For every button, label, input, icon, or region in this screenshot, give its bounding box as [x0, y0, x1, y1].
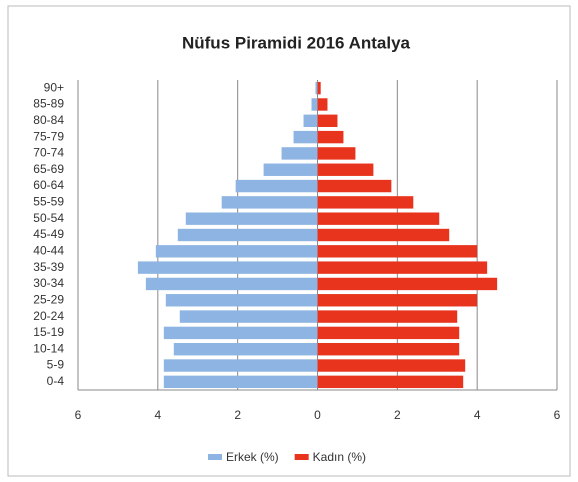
bar	[145, 277, 318, 291]
bar	[303, 114, 318, 127]
y-tick-label: 20-24	[33, 309, 64, 323]
x-tick-label: 6	[554, 408, 561, 422]
legend-swatch	[294, 454, 309, 460]
y-tick-label: 30-34	[33, 276, 64, 290]
bar	[293, 130, 318, 144]
bar	[317, 326, 460, 340]
y-tick-label: 60-64	[33, 178, 64, 192]
bar	[317, 359, 466, 372]
bar	[221, 196, 318, 209]
bar	[179, 310, 318, 323]
y-tick-label: 80-84	[33, 113, 64, 127]
bar	[317, 196, 414, 209]
bar	[317, 310, 458, 323]
legend-label: Kadın (%)	[313, 450, 366, 464]
bar	[165, 294, 318, 307]
x-tick-label: 4	[474, 408, 481, 422]
y-tick-label: 5-9	[47, 358, 65, 372]
x-tick-label: 6	[75, 408, 82, 422]
bar	[317, 81, 321, 95]
bar	[317, 130, 344, 144]
bar	[315, 81, 318, 95]
x-tick-label: 2	[234, 408, 241, 422]
bar	[311, 98, 318, 111]
y-tick-label: 90+	[44, 80, 64, 94]
x-tick-label: 4	[154, 408, 161, 422]
y-tick-label: 75-79	[33, 129, 64, 143]
bar	[317, 114, 338, 127]
bar	[317, 245, 478, 258]
legend-label: Erkek (%)	[226, 450, 279, 464]
bar	[317, 343, 460, 356]
bar	[317, 98, 328, 111]
y-tick-label: 70-74	[33, 146, 64, 160]
bar	[317, 228, 450, 242]
bar	[317, 294, 478, 307]
y-tick-label: 65-69	[33, 162, 64, 176]
bar	[163, 326, 318, 340]
y-tick-label: 50-54	[33, 211, 64, 225]
bar	[235, 179, 318, 193]
bar	[317, 179, 392, 193]
bar	[317, 147, 356, 160]
bar	[173, 343, 318, 356]
bar	[185, 212, 318, 225]
bar	[317, 375, 464, 389]
bar	[155, 245, 318, 258]
bar	[177, 228, 318, 242]
bar	[317, 261, 488, 274]
y-tick-label: 10-14	[33, 341, 64, 355]
bar	[317, 277, 498, 291]
y-tick-label: 35-39	[33, 260, 64, 274]
chart-title: Nüfus Piramidi 2016 Antalya	[182, 33, 411, 52]
x-tick-label: 2	[394, 408, 401, 422]
x-tick-label: 0	[314, 408, 321, 422]
bar	[317, 163, 374, 176]
y-tick-label: 85-89	[33, 97, 64, 111]
y-tick-label: 55-59	[33, 195, 64, 209]
bar	[163, 375, 318, 389]
bar	[317, 212, 440, 225]
bar	[137, 261, 318, 274]
bar	[263, 163, 318, 176]
y-tick-label: 40-44	[33, 243, 64, 257]
y-tick-label: 45-49	[33, 227, 64, 241]
y-tick-label: 0-4	[47, 374, 65, 388]
bar	[163, 359, 318, 372]
legend-swatch	[208, 454, 222, 460]
bar	[281, 147, 318, 160]
y-tick-label: 25-29	[33, 292, 64, 306]
y-tick-label: 15-19	[33, 325, 64, 339]
